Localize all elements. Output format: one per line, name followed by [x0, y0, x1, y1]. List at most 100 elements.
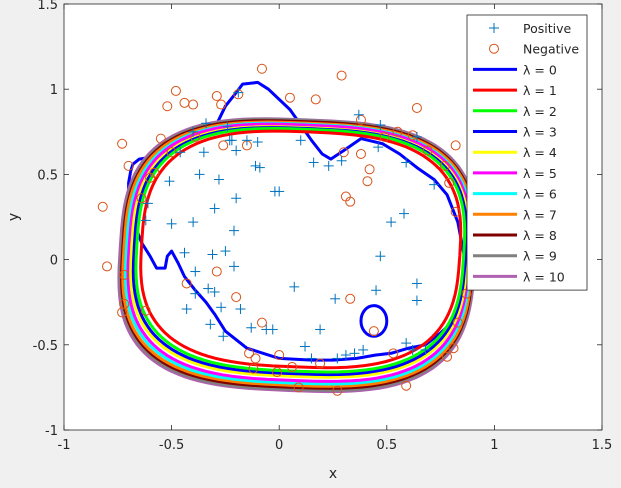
positive-point: [181, 304, 192, 315]
negative-point: [332, 385, 343, 396]
positive-point: [340, 350, 351, 361]
y-tick-label: 0.5: [37, 168, 58, 183]
positive-point: [188, 217, 199, 228]
negative-point: [448, 343, 459, 354]
legend-label-lambda-1: λ = 1: [523, 83, 557, 98]
negative-point: [244, 348, 255, 359]
negative-point: [181, 278, 192, 289]
positive-point: [241, 135, 252, 146]
legend-label-lambda-10: λ = 10: [523, 269, 565, 284]
positive-point: [401, 338, 412, 349]
x-axis-label: x: [329, 466, 337, 482]
negative-point: [355, 114, 366, 125]
x-tick-label: 0: [275, 438, 283, 453]
negative-point: [411, 102, 422, 113]
positive-point: [295, 135, 306, 146]
negative-point: [336, 70, 347, 81]
x-tick-label: 1.5: [592, 438, 613, 453]
positive-point: [194, 169, 205, 180]
positive-point: [246, 322, 257, 333]
positive-point: [190, 266, 201, 277]
positive-point: [164, 176, 175, 187]
negative-point: [140, 305, 151, 316]
positive-point: [353, 109, 364, 120]
positive-point: [411, 295, 422, 306]
boundary-lambda-1: [139, 129, 463, 370]
boundary-lambda-0: [127, 80, 466, 362]
negative-point: [188, 99, 199, 110]
positive-point: [323, 160, 334, 171]
positive-point: [201, 118, 212, 129]
data-points: [97, 63, 472, 396]
positive-point: [216, 302, 227, 313]
positive-point: [399, 208, 410, 219]
positive-point: [209, 203, 220, 214]
y-tick-label: 1: [50, 83, 58, 98]
boundary-lambda-7: [121, 120, 475, 388]
legend-label-lambda-2: λ = 2: [523, 104, 557, 119]
positive-point: [198, 147, 209, 158]
negative-point: [450, 140, 461, 151]
legend-label-lambda-6: λ = 6: [523, 187, 557, 202]
positive-point: [306, 353, 317, 364]
negative-point: [388, 348, 399, 359]
positive-point: [289, 281, 300, 292]
positive-point: [401, 157, 412, 168]
positive-point: [349, 348, 360, 359]
negative-point: [119, 269, 130, 280]
boundary-lambda-0-island: [359, 304, 389, 338]
positive-point: [375, 251, 386, 262]
negative-point: [345, 293, 356, 304]
negative-point: [392, 126, 403, 137]
positive-point: [411, 278, 422, 289]
positive-point: [235, 304, 246, 315]
negative-point: [162, 101, 173, 112]
positive-point: [308, 157, 319, 168]
negative-point: [231, 292, 242, 303]
legend-label-lambda-3: λ = 3: [523, 125, 557, 140]
positive-point: [218, 331, 229, 342]
positive-point: [386, 217, 397, 228]
negative-point: [102, 261, 113, 272]
negative-point: [274, 350, 285, 361]
legend-negative-label: Negative: [523, 42, 579, 57]
negative-point: [368, 326, 379, 337]
positive-point: [207, 249, 218, 260]
negative-point: [422, 145, 433, 156]
positive-point: [220, 246, 231, 257]
positive-point: [231, 193, 242, 204]
y-tick-label: 0: [50, 254, 58, 269]
boundary-lambda-2: [134, 127, 467, 374]
negative-point: [149, 167, 160, 178]
negative-point: [444, 177, 455, 188]
axes-box: [63, 3, 603, 431]
negative-point: [287, 361, 298, 372]
positive-point: [175, 147, 186, 158]
axis-ticks: -1 -0.5 0 0.5 1 1.5 -1 -0.5 0 0.5 1 1.5: [33, 0, 613, 453]
negative-point: [117, 307, 128, 318]
negative-point: [442, 351, 453, 362]
negative-point: [379, 131, 390, 142]
legend-label-lambda-8: λ = 8: [523, 228, 557, 243]
negative-point: [293, 382, 304, 393]
legend-label-lambda-9: λ = 9: [523, 249, 557, 264]
positive-point: [300, 341, 311, 352]
positive-point: [411, 131, 422, 142]
y-tick-label: -0.5: [33, 339, 58, 354]
y-axis-label: y: [6, 213, 22, 221]
negative-point: [190, 131, 201, 142]
legend-positive-label: Positive: [523, 21, 571, 36]
positive-point: [213, 174, 224, 185]
positive-point: [233, 87, 244, 98]
x-tick-label: 0.5: [376, 438, 397, 453]
positive-point: [250, 160, 261, 171]
legend: Positive Negative λ = 0 λ = 1 λ = 2 λ = 3 λ = …: [466, 14, 588, 291]
positive-point: [224, 135, 235, 146]
negative-point: [345, 196, 356, 207]
positive-point: [179, 247, 190, 258]
negative-point: [155, 133, 166, 144]
positive-point: [140, 215, 151, 226]
negative-point: [170, 85, 181, 96]
positive-point: [373, 142, 384, 153]
negative-point: [211, 266, 222, 277]
